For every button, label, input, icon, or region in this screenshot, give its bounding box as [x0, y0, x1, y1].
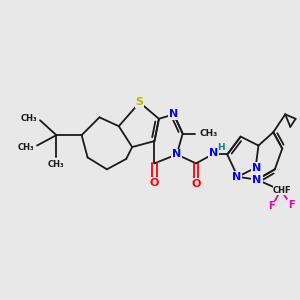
Text: O: O [150, 178, 159, 188]
Text: CH₃: CH₃ [20, 114, 37, 123]
Text: N: N [252, 163, 262, 173]
Text: CHF: CHF [273, 186, 292, 195]
Text: F: F [288, 200, 295, 210]
Text: H: H [217, 142, 225, 152]
Text: CH₃: CH₃ [199, 129, 217, 138]
Text: O: O [191, 179, 201, 189]
Text: N: N [252, 175, 262, 185]
Text: S: S [136, 98, 144, 107]
Text: N: N [232, 172, 241, 182]
Text: F: F [268, 202, 275, 212]
Text: CH₃: CH₃ [17, 142, 34, 152]
Text: N: N [172, 149, 182, 160]
Text: N: N [209, 148, 218, 158]
Text: CH₃: CH₃ [48, 160, 65, 169]
Text: N: N [169, 109, 178, 119]
